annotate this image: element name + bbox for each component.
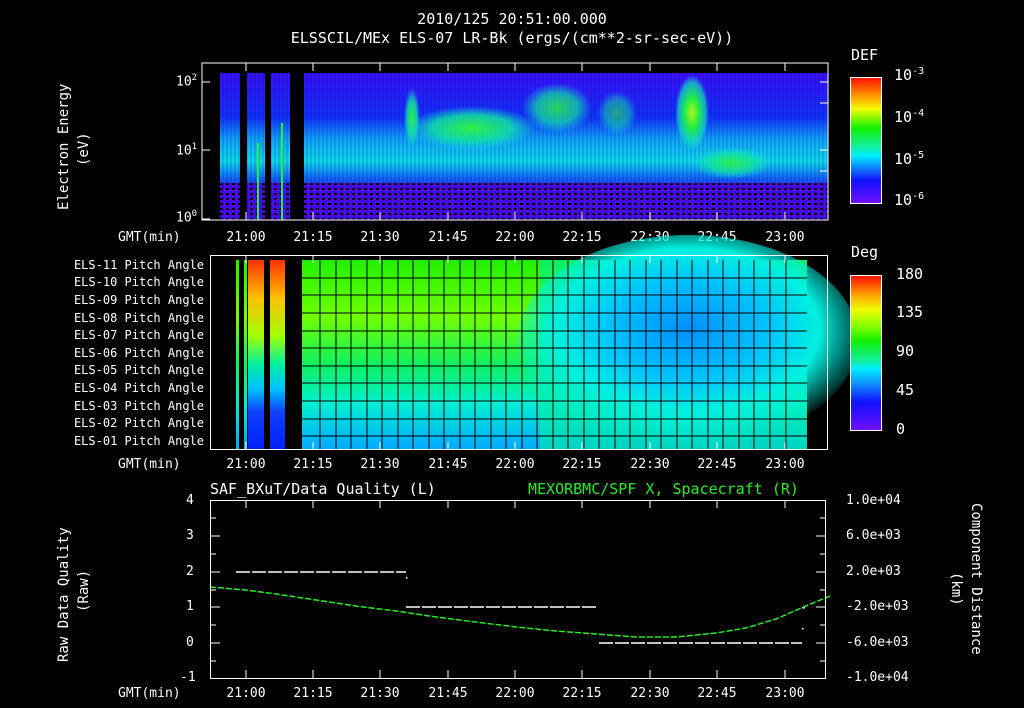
- xtick: 21:15: [293, 457, 333, 472]
- deg-tick-180: 180: [896, 265, 924, 283]
- xtick: 22:00: [495, 230, 535, 245]
- panel1-yunit: (eV): [76, 132, 92, 166]
- def-colorbar: [850, 77, 882, 204]
- xtick: 21:00: [226, 686, 266, 701]
- deg-colorbar: [850, 275, 882, 431]
- xtick: 21:30: [360, 230, 400, 245]
- xtick: 22:15: [562, 686, 602, 701]
- panel3-ylabel-left: Raw Data Quality: [56, 527, 72, 662]
- def-tick-1e-5: 10-5: [894, 150, 925, 168]
- panel3-xlabel: GMT(min): [118, 686, 181, 701]
- xtick: 22:15: [562, 457, 602, 472]
- xtick: 22:00: [495, 686, 535, 701]
- panel1-ylabel: Electron Energy: [56, 83, 72, 210]
- def-tick-1e-3: 10-3: [894, 66, 925, 84]
- xtick: 21:00: [226, 230, 266, 245]
- panel3-yunit-left: (Raw): [76, 569, 92, 612]
- plot-timestamp: 2010/125 20:51:00.000: [417, 10, 607, 28]
- def-tick-1e-6: 10-6: [894, 191, 925, 209]
- row-label: ELS-07 Pitch Angle: [73, 328, 204, 342]
- xtick: 22:45: [697, 457, 737, 472]
- ytick-left: 2: [186, 564, 194, 579]
- xtick: 21:45: [428, 457, 468, 472]
- row-label: ELS-10 Pitch Angle: [73, 275, 204, 289]
- row-label: ELS-05 Pitch Angle: [73, 363, 204, 377]
- panel3-right-title: MEXORBMC/SPF X, Spacecraft (R): [528, 480, 799, 498]
- panel1-ytick-1: 100: [176, 209, 198, 226]
- xtick: 22:30: [630, 457, 670, 472]
- ytick-left: 0: [186, 635, 194, 650]
- row-label: ELS-03 Pitch Angle: [73, 399, 204, 413]
- row-label: ELS-01 Pitch Angle: [73, 434, 204, 448]
- def-tick-1e-4: 10-4: [894, 108, 925, 126]
- xtick: 22:00: [495, 457, 535, 472]
- data-quality-line-plot: [206, 500, 831, 679]
- ytick-left: -1: [180, 670, 196, 685]
- xtick: 22:45: [697, 686, 737, 701]
- plot-subtitle: ELSSCIL/MEx ELS-07 LR-Bk (ergs/(cm**2-sr…: [290, 29, 734, 47]
- deg-colorbar-title: Deg: [851, 243, 879, 261]
- xtick: 21:15: [293, 230, 333, 245]
- panel3-left-title: SAF_BXuT/Data Quality (L): [210, 480, 436, 498]
- ytick-right: -1.0e+04: [846, 670, 909, 685]
- row-label: ELS-11 Pitch Angle: [73, 258, 204, 272]
- ytick-right: 1.0e+04: [846, 493, 901, 508]
- deg-tick-45: 45: [896, 381, 915, 399]
- ytick-right: -2.0e+03: [846, 599, 909, 614]
- deg-tick-135: 135: [896, 303, 924, 321]
- energy-spectrogram: [201, 62, 829, 221]
- ytick-left: 4: [186, 493, 194, 508]
- panel3-yunit-right: (km): [948, 572, 964, 606]
- xtick: 22:15: [562, 230, 602, 245]
- ytick-right: 6.0e+03: [846, 528, 901, 543]
- xtick: 21:30: [360, 686, 400, 701]
- panel2-xlabel: GMT(min): [118, 457, 181, 472]
- row-label: ELS-06 Pitch Angle: [73, 346, 204, 360]
- ytick-left: 1: [186, 599, 194, 614]
- def-colorbar-title: DEF: [851, 46, 879, 64]
- xtick: 23:00: [765, 230, 805, 245]
- panel1-ytick-10: 101: [176, 142, 198, 159]
- pitch-angle-heatmap: [210, 235, 858, 450]
- row-label: ELS-09 Pitch Angle: [73, 293, 204, 307]
- deg-tick-90: 90: [896, 342, 915, 360]
- panel3-ylabel-right: Component Distance: [968, 503, 984, 655]
- row-label: ELS-04 Pitch Angle: [73, 381, 204, 395]
- row-label: ELS-08 Pitch Angle: [73, 311, 204, 325]
- xtick: 21:30: [360, 457, 400, 472]
- xtick: 21:45: [428, 686, 468, 701]
- xtick: 23:00: [765, 686, 805, 701]
- xtick: 21:00: [226, 457, 266, 472]
- xtick: 23:00: [765, 457, 805, 472]
- ytick-right: 2.0e+03: [846, 564, 901, 579]
- panel1-ytick-100: 102: [176, 73, 198, 90]
- panel1-xlabel: GMT(min): [118, 230, 181, 245]
- xtick: 21:45: [428, 230, 468, 245]
- xtick: 22:30: [630, 686, 670, 701]
- row-label: ELS-02 Pitch Angle: [73, 416, 204, 430]
- ytick-left: 3: [186, 528, 194, 543]
- xtick: 21:15: [293, 686, 333, 701]
- deg-tick-0: 0: [896, 420, 906, 438]
- ytick-right: -6.0e+03: [846, 635, 909, 650]
